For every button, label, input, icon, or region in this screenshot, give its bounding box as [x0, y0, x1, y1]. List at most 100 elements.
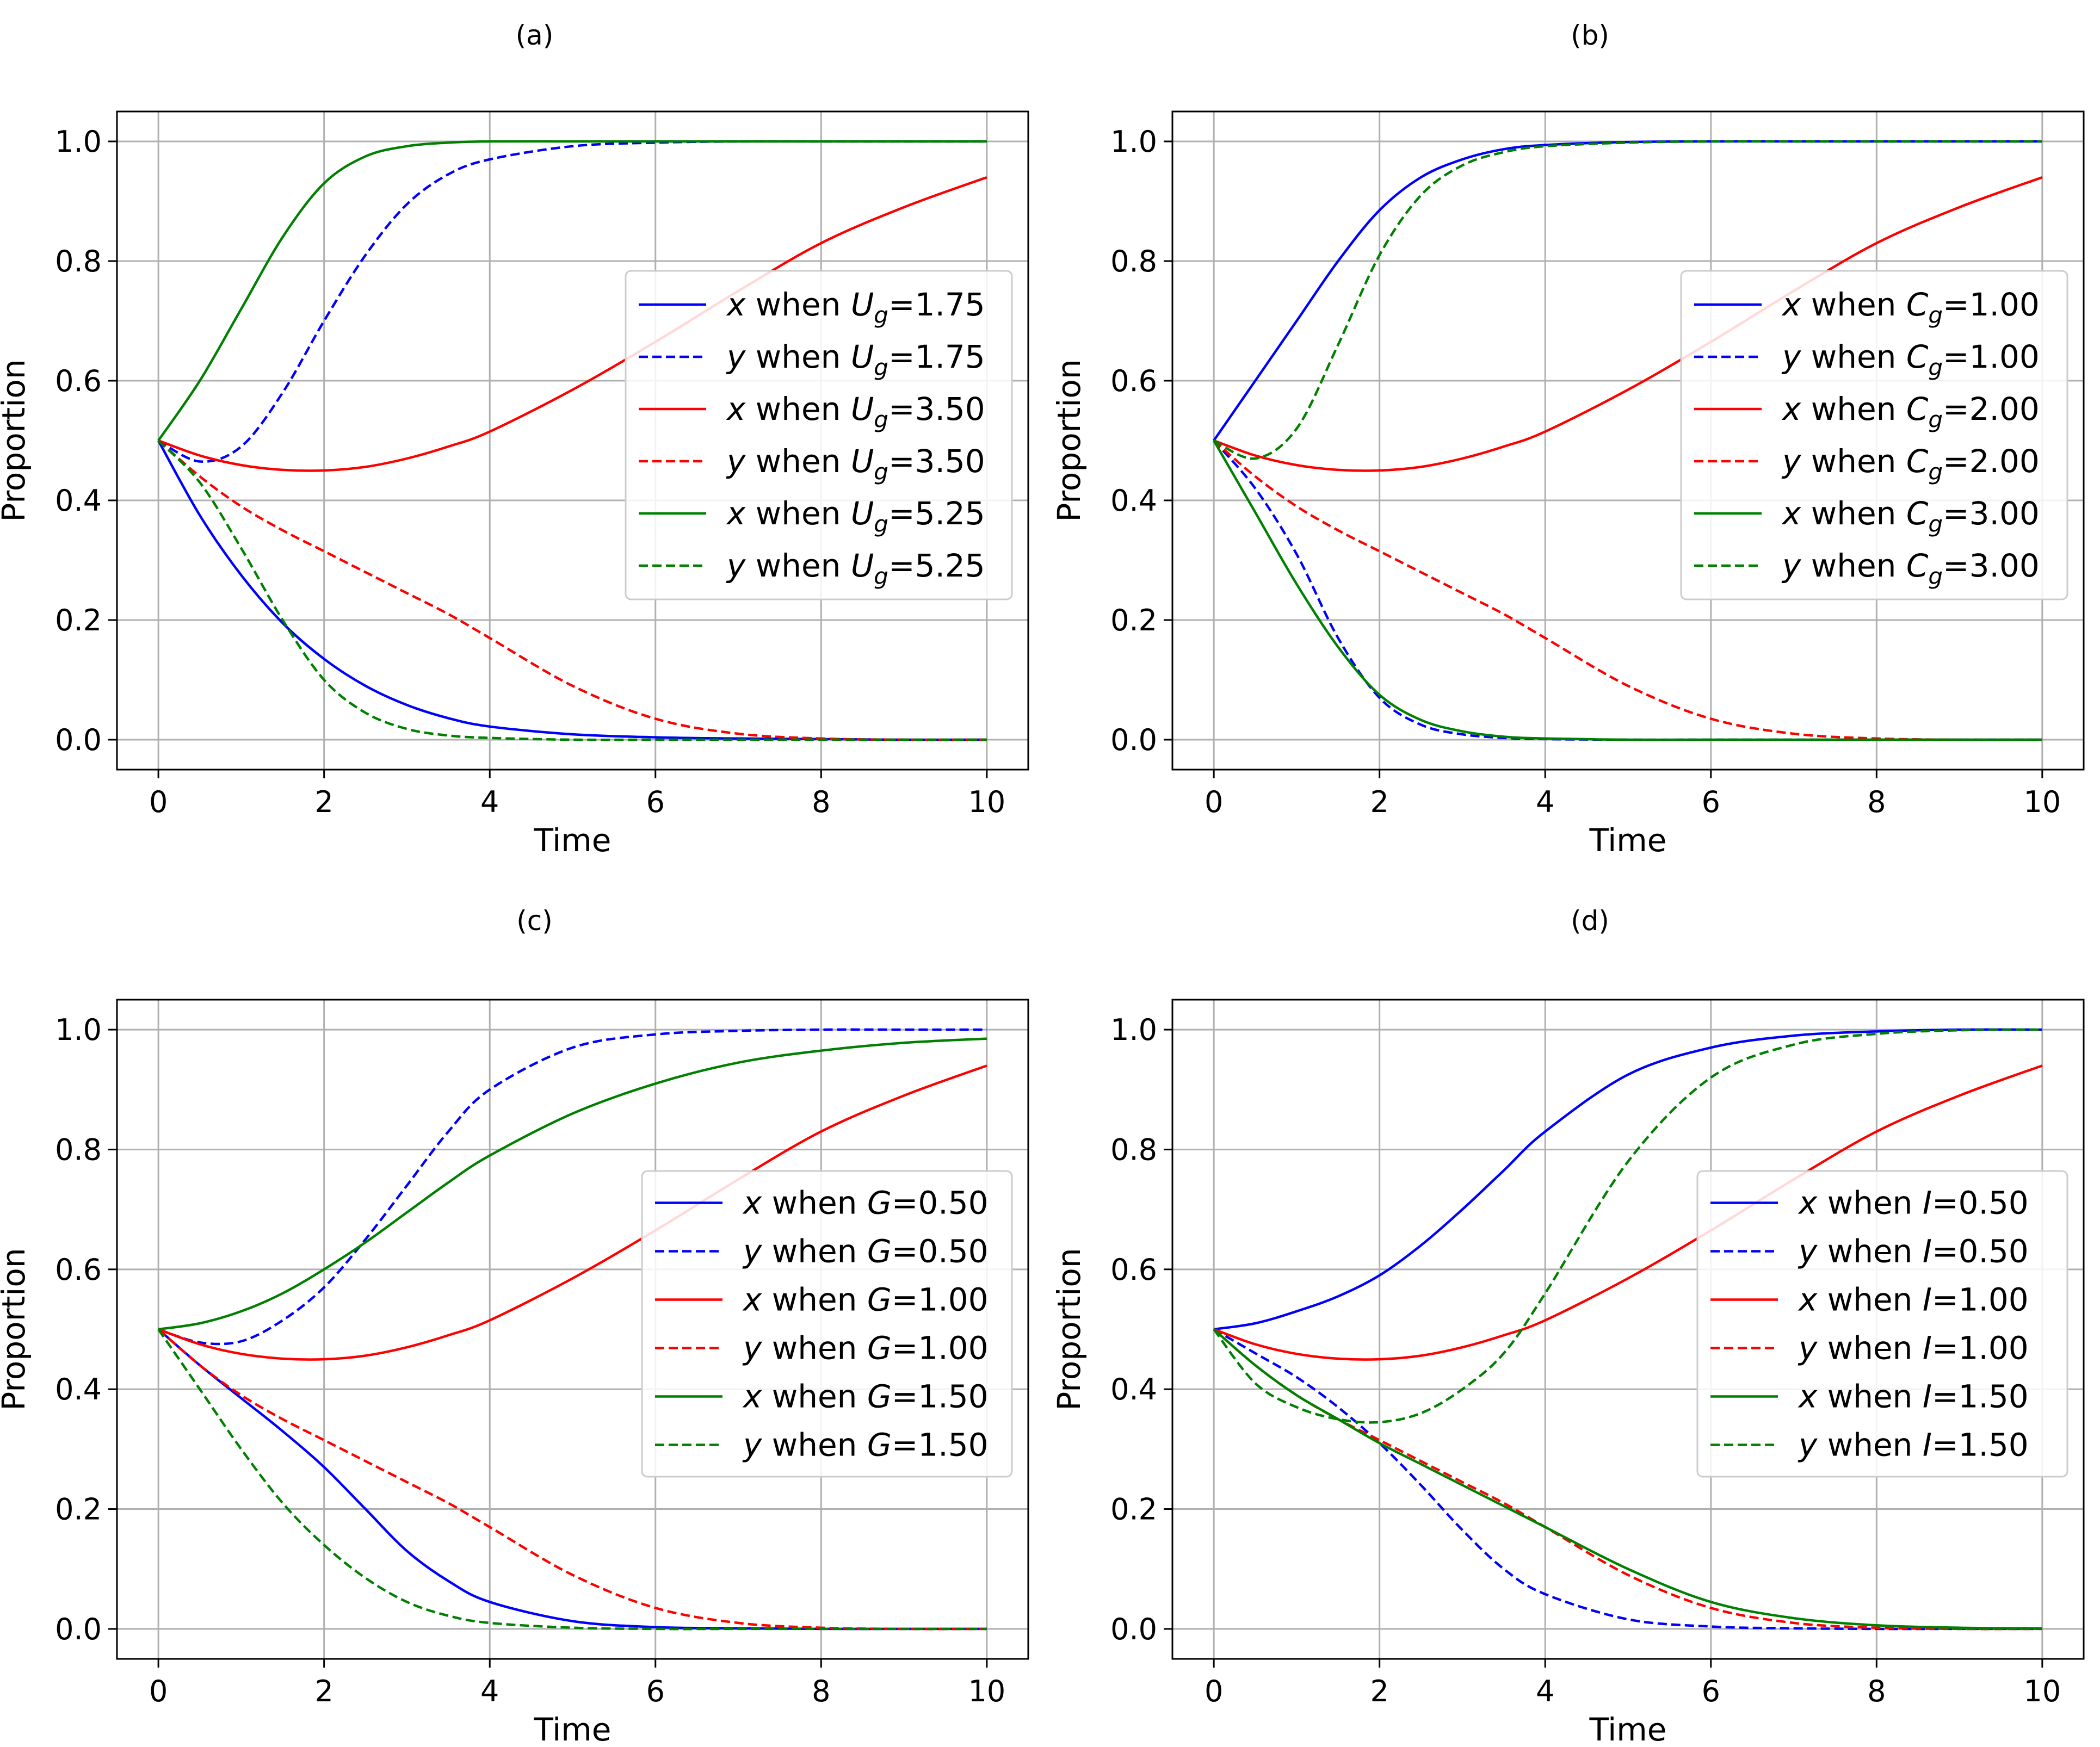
legend: x when Ug=1.75 y when Ug=1.75 x when Ug=3.… — [625, 270, 1013, 600]
legend-entry: x when G=0.50 — [655, 1185, 989, 1222]
legend-label: y when Ug=3.50 — [726, 443, 985, 485]
legend-label: y when G=1.50 — [742, 1427, 989, 1464]
x-tick-label: 10 — [968, 785, 1006, 819]
legend-entry: y when Ug=5.25 — [639, 547, 985, 590]
series-line-solid-2 — [1213, 1064, 2043, 1361]
legend-label: y when Cg=3.00 — [1781, 547, 2040, 590]
y-tick-label: 0.0 — [1110, 1612, 1157, 1646]
legend-label: y when G=0.50 — [742, 1233, 989, 1270]
y-tick-label: 0.6 — [55, 364, 102, 398]
series-line-solid-0 — [1213, 1028, 2042, 1331]
x-tick-label: 8 — [812, 785, 830, 819]
y-tick-label: 0.6 — [1110, 1253, 1157, 1287]
series-line-solid-0 — [157, 1328, 987, 1631]
panel-title: (a) — [516, 20, 554, 51]
panels: (a) 0 2 4 6 8 10 0.0 0.2 0.4 0.6 0.8 1.0 Time Proporti… — [0, 20, 2085, 1747]
legend-entry: x when G=1.50 — [655, 1378, 989, 1415]
legend-label: x when G=1.50 — [742, 1378, 989, 1415]
axes-frame — [116, 999, 1029, 1660]
series-line-solid-4 — [158, 1037, 987, 1331]
series-line-dashed-5 — [1213, 140, 2042, 460]
legend-entry: x when Ug=1.75 — [639, 286, 985, 329]
legend-entry: y when Cg=3.00 — [1694, 547, 2040, 590]
x-axis-title: Time — [1589, 1711, 1667, 1747]
legend-box — [641, 1170, 1013, 1478]
axes-frame — [1171, 999, 2085, 1660]
x-axis-title: Time — [534, 822, 612, 859]
legend: x when Cg=1.00 y when Cg=1.00 x when Cg=2.… — [1680, 270, 2068, 600]
y-axis-title: Proportion — [1051, 1248, 1088, 1410]
legend: x when I=0.50 y when I=0.50 x when I=1.00 y… — [1696, 1170, 2068, 1478]
x-tick-label: 2 — [315, 785, 333, 819]
series-line-solid-4 — [157, 140, 987, 442]
y-tick-label: 0.4 — [55, 1372, 102, 1407]
x-tick-label: 0 — [1205, 785, 1223, 819]
x-tick-label: 4 — [1536, 1674, 1554, 1708]
series-line-solid-0 — [157, 439, 987, 741]
x-tick-label: 10 — [2024, 1674, 2061, 1708]
legend-entry: x when Cg=1.00 — [1694, 286, 2040, 329]
legend-entry: y when G=1.50 — [655, 1427, 989, 1464]
legend-entry: x when Cg=2.00 — [1694, 391, 2040, 433]
x-tick-label: 4 — [480, 1674, 499, 1708]
legend-label: x when Ug=3.50 — [726, 391, 985, 433]
series-line-solid-0 — [1213, 140, 2042, 442]
y-tick-label: 0.2 — [55, 603, 102, 637]
panel-b: (b) 0 2 4 6 8 10 0.0 0.2 0.4 0.6 0.8 1.0 Time Proporti… — [1051, 20, 2085, 859]
y-tick-label: 0.8 — [1110, 1132, 1157, 1167]
legend-entry: x when Ug=5.25 — [639, 495, 985, 537]
legend-label: y when Cg=2.00 — [1781, 443, 2040, 485]
y-axis-title: Proportion — [1051, 359, 1088, 522]
legend-label: x when Cg=3.00 — [1781, 495, 2040, 537]
legend-label: x when Ug=5.25 — [726, 495, 985, 537]
legend-label: y when I=1.00 — [1798, 1330, 2029, 1367]
y-tick-label: 0.6 — [1110, 364, 1157, 398]
panel-a: (a) 0 2 4 6 8 10 0.0 0.2 0.4 0.6 0.8 1.0 Time Proporti… — [0, 20, 1029, 859]
legend-box — [625, 270, 1013, 600]
x-tick-label: 2 — [1370, 1674, 1389, 1708]
y-axis-title: Proportion — [0, 359, 32, 522]
legend-label: y when I=1.50 — [1798, 1427, 2029, 1464]
y-tick-label: 0.2 — [1110, 603, 1157, 637]
x-tick-label: 6 — [1702, 1674, 1720, 1708]
legend-entry: y when I=0.50 — [1710, 1233, 2029, 1270]
x-tick-label: 0 — [149, 1674, 168, 1708]
series-group — [157, 140, 987, 741]
legend-box — [1680, 270, 2068, 600]
y-tick-label: 1.0 — [55, 1013, 102, 1047]
x-axis-title: Time — [1589, 822, 1667, 859]
legend-box — [1696, 1170, 2068, 1478]
legend-label: y when I=0.50 — [1798, 1233, 2029, 1270]
y-tick-label: 0.8 — [55, 244, 102, 278]
y-tick-label: 0.0 — [1110, 723, 1157, 757]
legend-entry: y when I=1.00 — [1710, 1330, 2029, 1367]
legend-label: x when Cg=1.00 — [1781, 286, 2040, 329]
legend-entry: y when I=1.50 — [1710, 1427, 2029, 1464]
legend-label: y when Ug=1.75 — [726, 338, 985, 381]
axes-frame — [1171, 110, 2085, 771]
x-tick-label: 0 — [1205, 1674, 1223, 1708]
legend-label: x when I=1.50 — [1798, 1378, 2029, 1415]
legend-entry: y when Ug=3.50 — [639, 443, 985, 485]
legend-label: y when G=1.00 — [742, 1330, 989, 1367]
series-group — [157, 1028, 987, 1631]
series-line-solid-4 — [1213, 439, 2042, 741]
legend-entry: y when Cg=1.00 — [1694, 338, 2040, 381]
series-line-dashed-3 — [1213, 439, 2042, 741]
series-group — [1213, 1028, 2043, 1631]
axes-frame — [116, 110, 1029, 771]
y-tick-label: 0.4 — [1110, 484, 1157, 518]
legend-entry: y when Ug=1.75 — [639, 338, 985, 381]
legend-label: x when I=1.00 — [1798, 1281, 2029, 1318]
y-tick-label: 0.8 — [55, 1132, 102, 1167]
series-line-solid-2 — [1213, 176, 2043, 472]
x-tick-label: 6 — [646, 785, 665, 819]
x-tick-label: 10 — [968, 1674, 1006, 1708]
series-line-solid-2 — [158, 1064, 987, 1361]
legend-entry: x when I=1.50 — [1710, 1378, 2029, 1415]
panel-title: (c) — [516, 905, 553, 937]
legend-entry: x when I=1.00 — [1710, 1281, 2029, 1318]
legend-label: x when Ug=1.75 — [726, 286, 985, 329]
